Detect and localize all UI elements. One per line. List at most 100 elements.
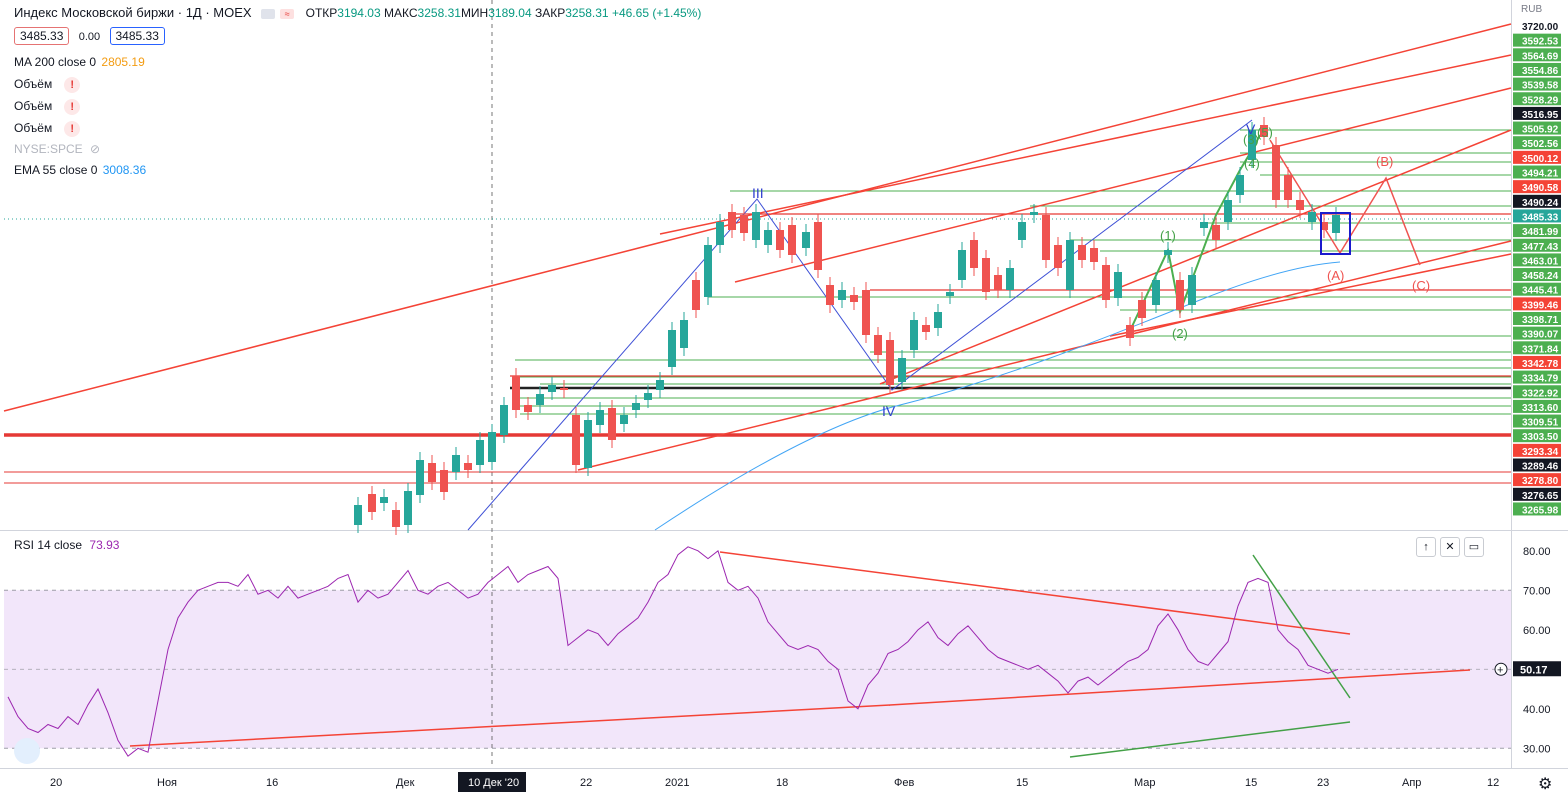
price-tag-bg <box>1513 414 1561 428</box>
candle-body <box>488 432 496 462</box>
candle-body <box>874 335 882 355</box>
candle-body <box>922 325 930 332</box>
candle-body <box>1284 175 1292 200</box>
rsi-trend-line <box>889 669 1471 706</box>
price-tag-bg <box>1513 238 1561 252</box>
time-highlight-bg <box>458 772 526 792</box>
price-tag-label: 3490.58 <box>1522 183 1559 194</box>
price-tag-bg <box>1513 253 1561 267</box>
open-value: 3194.03 <box>337 6 381 20</box>
price-tag-label: 3265.98 <box>1522 505 1559 516</box>
close-label: ЗАКР <box>534 6 566 20</box>
candle-body <box>464 463 472 470</box>
time-axis-label: 18 <box>776 777 788 789</box>
candle-body <box>838 290 846 300</box>
ema55-curve <box>654 261 1341 531</box>
candle-body <box>656 380 664 390</box>
candle-body <box>802 232 810 248</box>
sell-price-box[interactable]: 3485.33 <box>14 27 70 45</box>
price-tag-label: 3390.07 <box>1522 330 1559 341</box>
indicator-spce[interactable]: NYSE:SPCE ⊘ <box>14 142 100 156</box>
low-value: 3189.04 <box>488 6 532 20</box>
price-tag-bg <box>1513 502 1561 516</box>
price-tag-label: 3720.00 <box>1522 22 1559 33</box>
candle-body <box>886 340 894 385</box>
close-pane-icon[interactable]: ✕ <box>1440 537 1460 557</box>
tradingview-logo-icon[interactable] <box>14 738 40 764</box>
candle-body <box>1176 280 1184 310</box>
price-tag-bg <box>1513 150 1561 164</box>
buy-price-box[interactable]: 3485.33 <box>109 27 165 45</box>
move-up-icon[interactable]: ↑ <box>1416 537 1436 557</box>
candle-body <box>596 410 604 425</box>
wave-icon[interactable]: ≈ <box>280 8 295 19</box>
candle-body <box>1260 125 1268 137</box>
indicator-volume-2[interactable]: Объём! <box>14 99 81 115</box>
candle-body <box>380 497 388 503</box>
time-axis-label: 23 <box>1317 777 1329 789</box>
price-tag-label: 3303.50 <box>1522 432 1559 443</box>
candle-body <box>1332 215 1340 233</box>
candle-body <box>752 212 760 240</box>
indicator-ma200[interactable]: MA 200 close 0 2805.19 <box>14 55 145 69</box>
indicator-volume-1[interactable]: Объём! <box>14 77 81 93</box>
price-tag-label: 3539.58 <box>1522 81 1559 92</box>
candle-body <box>1030 212 1038 215</box>
warning-icon[interactable]: ! <box>64 99 81 115</box>
candle-body <box>826 285 834 305</box>
price-tag-bg <box>1513 62 1561 76</box>
candle-body <box>958 250 966 280</box>
rsi-legend[interactable]: RSI 14 close 73.93 <box>14 538 119 552</box>
candle-body <box>1054 245 1062 268</box>
wave-label-5: (5) <box>1257 125 1273 140</box>
warning-icon[interactable]: ! <box>64 77 81 93</box>
price-tag-label: 3293.34 <box>1522 447 1559 458</box>
wave-label-b: (B) <box>1376 154 1393 169</box>
warning-icon[interactable]: ! <box>64 121 81 137</box>
price-tag-bg <box>1513 194 1561 208</box>
rsi-axis-label: 80.00 <box>1523 546 1551 558</box>
wave-label-c: (C) <box>1412 278 1430 293</box>
rsi-current-bg <box>1513 661 1561 677</box>
candle-body <box>814 222 822 270</box>
price-tag-bg <box>1513 165 1561 179</box>
symbol-title[interactable]: Индекс Московской биржи · 1Д · MOEX <box>14 5 252 20</box>
rsi-title: RSI 14 close <box>14 538 83 552</box>
trend-channel-line <box>659 54 1512 235</box>
price-tag-label: 3500.12 <box>1522 154 1559 165</box>
price-tag-bg <box>1513 487 1561 501</box>
candle-body <box>728 212 736 230</box>
candle-body <box>764 230 772 245</box>
gear-icon[interactable]: ⚙ <box>1538 776 1553 793</box>
price-tag-label: 3490.24 <box>1522 198 1559 209</box>
maximize-pane-icon[interactable]: ▭ <box>1464 537 1484 557</box>
indicator-ema55[interactable]: EMA 55 close 0 3008.36 <box>14 163 146 177</box>
price-tag-bg <box>1513 326 1561 340</box>
price-tag-label: 3485.33 <box>1522 212 1559 223</box>
candle-body <box>1006 268 1014 290</box>
price-tag-label: 3505.92 <box>1522 125 1559 136</box>
candle-body <box>512 376 520 410</box>
indicator-volume-3[interactable]: Объём! <box>14 121 81 137</box>
candle-body <box>1320 222 1328 230</box>
candle-body <box>404 491 412 525</box>
price-tag-bg <box>1513 33 1561 47</box>
trend-channel-line <box>1109 253 1512 337</box>
trend-channel-line <box>577 240 1512 471</box>
candle-body <box>608 408 616 440</box>
time-axis-label: Апр <box>1402 777 1421 789</box>
eye-toggle-icon[interactable] <box>260 8 275 19</box>
time-axis-border <box>0 768 1568 769</box>
candle-body <box>740 215 748 233</box>
time-axis-label: 12 <box>1487 777 1499 789</box>
rsi-axis-label: 70.00 <box>1523 585 1551 597</box>
price-tag-label: 3445.41 <box>1522 286 1559 297</box>
candle-body <box>620 415 628 424</box>
price-tag-bg <box>1513 282 1561 296</box>
candle-body <box>584 420 592 468</box>
candle-body <box>632 403 640 410</box>
wave-label-a: (A) <box>1327 268 1344 283</box>
hidden-eye-icon[interactable]: ⊘ <box>90 142 101 156</box>
